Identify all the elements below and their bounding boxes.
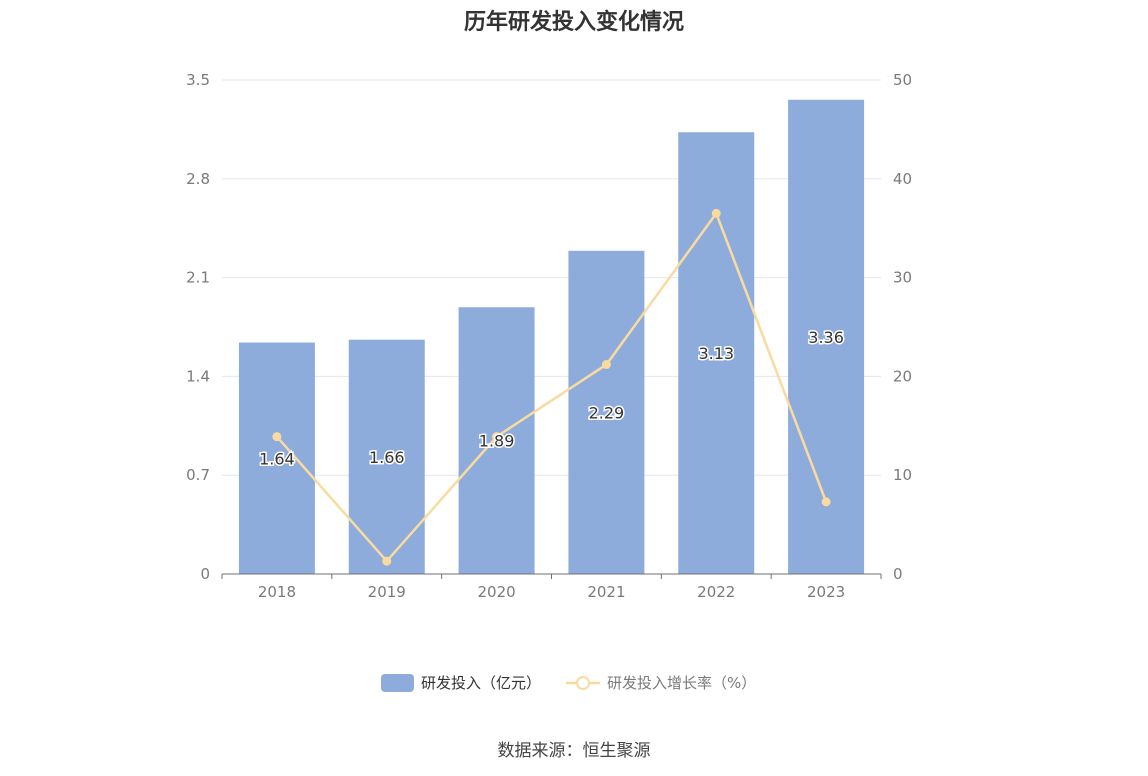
y-right-tick-label: 30 [893, 269, 912, 287]
growth-rate-point-2020[interactable] [492, 432, 502, 442]
bar-value-label: 1.89 [479, 432, 515, 451]
y-right-tick-label: 0 [893, 565, 903, 583]
growth-rate-point-2018[interactable] [272, 432, 282, 442]
bar-2019[interactable] [348, 339, 425, 574]
growth-rate-line [275, 210, 828, 564]
y-left-tick-label: 1.4 [186, 367, 210, 385]
legend-marker-growth-rate [576, 676, 590, 690]
x-tick-label: 2018 [258, 583, 296, 601]
bar-2021[interactable] [568, 250, 645, 575]
bar-value-label: 2.29 [589, 403, 625, 422]
bar-series [238, 99, 865, 575]
x-tick-label: 2019 [368, 583, 406, 601]
chart-title: 历年研发投入变化情况 [463, 10, 684, 35]
y-left-tick-label: 2.1 [186, 269, 210, 287]
legend-swatch-rd-investment[interactable] [381, 674, 414, 692]
y-right-tick-label: 10 [893, 466, 912, 484]
growth-rate-point-2019[interactable] [382, 556, 392, 566]
bar-2018[interactable] [238, 342, 315, 574]
legend-label-growth-rate[interactable]: 研发投入增长率（%） [607, 674, 756, 692]
y-left-tick-label: 0 [200, 565, 210, 583]
y-left-tick-label: 3.5 [186, 71, 210, 89]
x-tick-label: 2020 [477, 583, 515, 601]
bar-value-label: 3.36 [808, 328, 844, 347]
bar-value-label: 1.64 [259, 449, 295, 468]
bar-value-label: 3.13 [698, 344, 734, 363]
growth-rate-point-2022[interactable] [711, 208, 721, 218]
y-right-tick-label: 50 [893, 71, 912, 89]
y-right-tick-label: 40 [893, 170, 912, 188]
y-left-tick-label: 0.7 [186, 466, 210, 484]
growth-rate-point-2021[interactable] [601, 360, 611, 370]
y-right-tick-label: 20 [893, 367, 912, 385]
bar-2022[interactable] [678, 132, 755, 575]
axes: 0 0.7 1.4 2.1 2.8 3.5 0 10 20 30 40 50 2018 2019 2020 2… [186, 71, 912, 601]
growth-rate-point-2023[interactable] [821, 497, 831, 507]
y-left-tick-label: 2.8 [186, 170, 210, 188]
legend-label-rd-investment[interactable]: 研发投入（亿元） [421, 674, 541, 692]
x-tick-label: 2023 [807, 583, 845, 601]
bar-value-label: 1.66 [369, 448, 405, 467]
x-tick-label: 2022 [697, 583, 735, 601]
x-tick-label: 2021 [587, 583, 625, 601]
line-series [272, 208, 831, 566]
data-labels: 1.64 1.66 1.89 2.29 3.13 3.36 [258, 326, 846, 469]
grid-lines [222, 79, 881, 476]
legend[interactable]: 研发投入（亿元） 研发投入增长率（%） [381, 674, 756, 692]
data-source-note: 数据来源：恒生聚源 [497, 741, 651, 761]
bar-2023[interactable] [788, 99, 865, 574]
